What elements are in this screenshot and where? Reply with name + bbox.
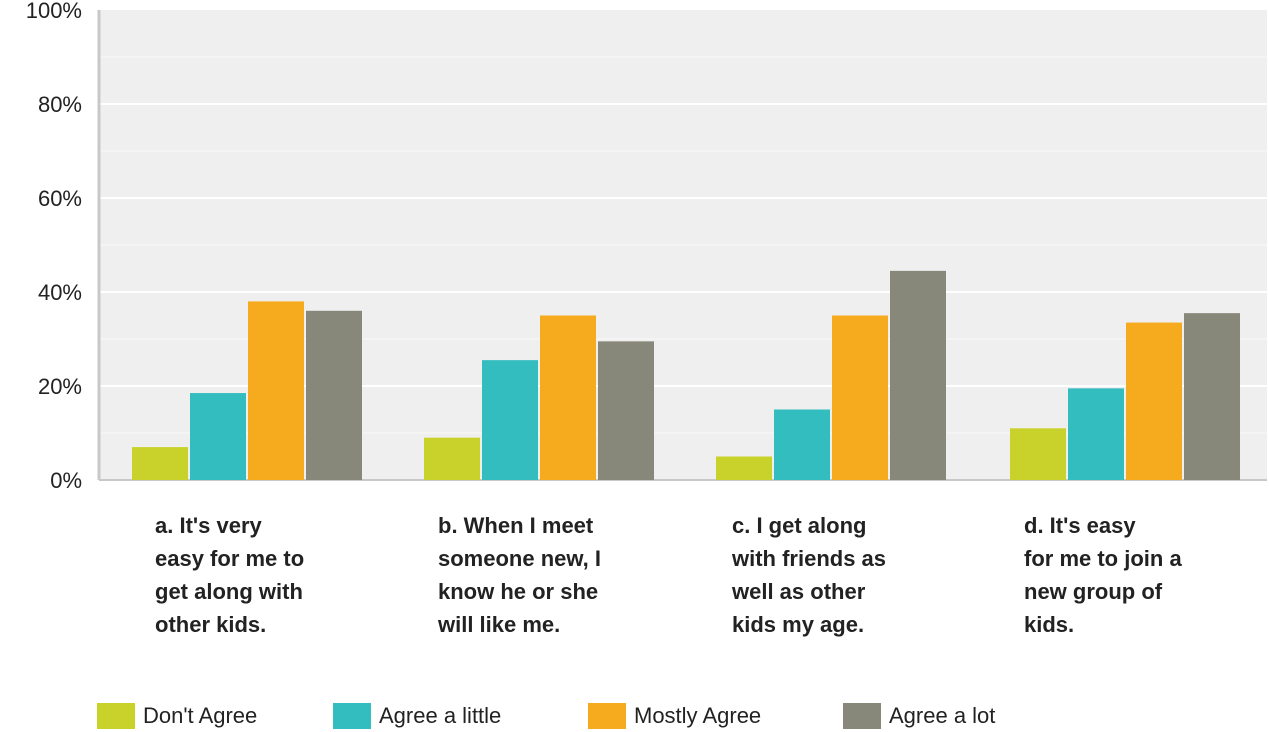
category-label-line: will like me. <box>437 612 560 637</box>
legend-swatch <box>333 703 371 729</box>
legend-swatch <box>588 703 626 729</box>
legend-label: Agree a lot <box>889 703 995 728</box>
bar <box>832 315 888 480</box>
bar <box>1184 313 1240 480</box>
category-labels: a. It's very easy for me to get along with… <box>155 513 1182 637</box>
bar <box>306 310 362 480</box>
bar <box>482 360 538 480</box>
y-tick-label: 100% <box>26 0 82 23</box>
category-label-line: c. I get along <box>732 513 866 538</box>
y-tick-labels: 0% 20% 40% 60% 80% 100% <box>26 0 82 493</box>
bar <box>1010 428 1066 480</box>
category-label: c. I get along with friends as well as oth… <box>731 513 886 637</box>
y-tick-label: 80% <box>38 92 82 117</box>
legend: Don't Agree Agree a little Mostly Agree Agr… <box>97 703 995 729</box>
category-label-line: know he or she <box>438 579 598 604</box>
legend-swatch <box>843 703 881 729</box>
y-tick-label: 0% <box>50 468 82 493</box>
bar <box>190 393 246 480</box>
bar <box>598 341 654 480</box>
y-tick-label: 20% <box>38 374 82 399</box>
bar <box>248 301 304 480</box>
category-label-line: someone new, I <box>438 546 601 571</box>
category-label-line: a. It's very <box>155 513 263 538</box>
legend-label: Don't Agree <box>143 703 257 728</box>
category-label-line: other kids. <box>155 612 266 637</box>
y-tick-label: 40% <box>38 280 82 305</box>
category-label-line: kids my age. <box>732 612 864 637</box>
bar <box>716 456 772 480</box>
bars <box>132 270 1240 480</box>
category-label-line: get along with <box>155 579 303 604</box>
bar <box>1068 388 1124 480</box>
category-label-line: for me to join a <box>1024 546 1182 571</box>
category-label: b. When I meet someone new, I know he or s… <box>437 513 601 637</box>
category-label-line: easy for me to <box>155 546 304 571</box>
legend-swatch <box>97 703 135 729</box>
bar <box>890 270 946 480</box>
category-label-line: b. When I meet <box>438 513 594 538</box>
category-label: a. It's very easy for me to get along with… <box>155 513 304 637</box>
y-tick-label: 60% <box>38 186 82 211</box>
bar <box>1126 322 1182 480</box>
category-label-line: d. It's easy <box>1024 513 1136 538</box>
category-label-line: kids. <box>1024 612 1074 637</box>
legend-label: Agree a little <box>379 703 501 728</box>
category-label-line: new group of <box>1024 579 1163 604</box>
bar <box>540 315 596 480</box>
category-label-line: with friends as <box>731 546 886 571</box>
bar <box>132 447 188 480</box>
bar <box>774 409 830 480</box>
category-label: d. It's easy for me to join a new group of… <box>1024 513 1182 637</box>
category-label-line: well as other <box>731 579 866 604</box>
legend-label: Mostly Agree <box>634 703 761 728</box>
bar <box>424 437 480 480</box>
